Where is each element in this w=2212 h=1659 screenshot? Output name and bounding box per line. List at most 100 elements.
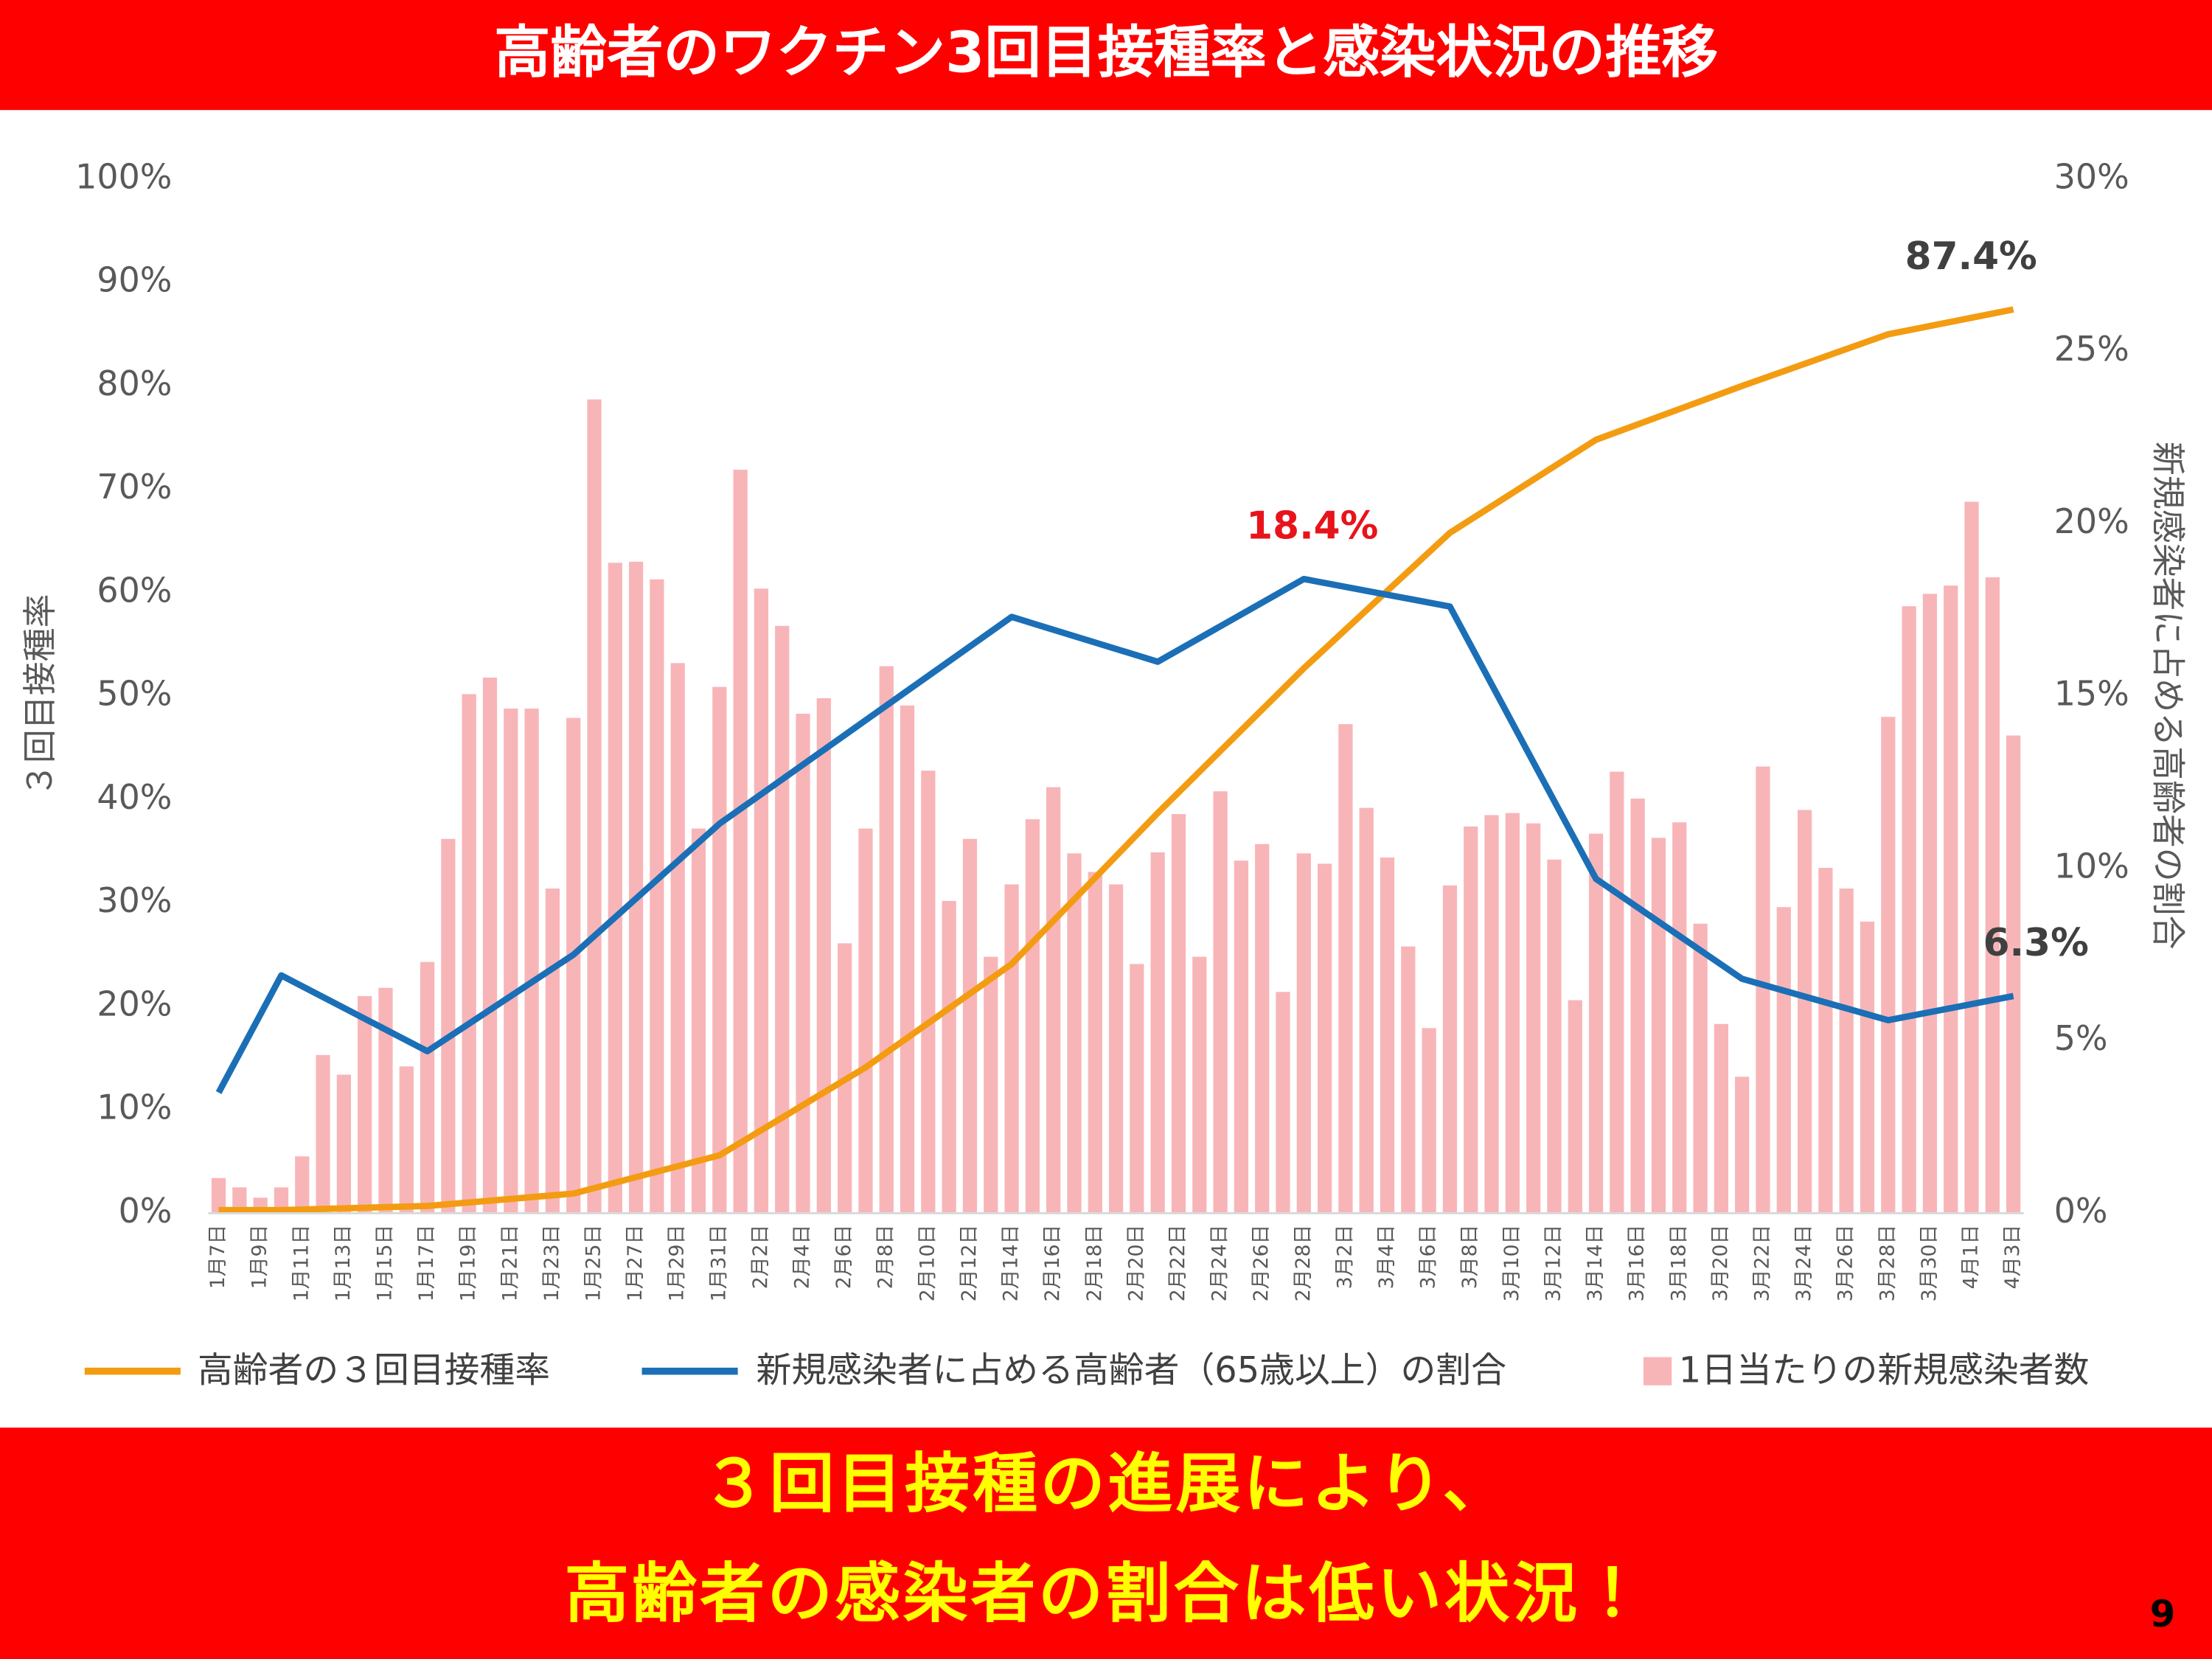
y-tick-label: 30% — [97, 880, 172, 920]
bar — [1756, 766, 1770, 1214]
bar — [733, 470, 748, 1214]
y2-tick-label: 10% — [2054, 846, 2129, 886]
bar — [504, 709, 518, 1214]
y2-tick-label: 25% — [2054, 329, 2129, 369]
bar — [1505, 813, 1520, 1214]
data-label: 87.4% — [1905, 234, 2037, 279]
bar — [1964, 501, 1979, 1214]
bar — [1568, 1000, 1582, 1214]
y-tick-label: 0% — [119, 1191, 173, 1231]
x-tick-label: 2月24日 — [1208, 1225, 1231, 1302]
bar — [1442, 885, 1458, 1214]
x-tick-label: 3月20日 — [1709, 1225, 1732, 1302]
bar — [1985, 577, 2000, 1214]
legend-label: 高齢者の３回目接種率 — [198, 1351, 550, 1391]
x-tick-label: 1月9日 — [248, 1225, 271, 1290]
bar — [1944, 585, 1958, 1214]
x-tick-label: 2月16日 — [1041, 1225, 1064, 1302]
legend: 高齢者の３回目接種率 新規感染者に占める高齢者（65歳以上）の割合 1日当たりの… — [84, 1351, 2089, 1391]
data-label: 6.3% — [1983, 921, 2089, 965]
x-tick-label: 3月12日 — [1542, 1225, 1565, 1302]
bar — [1130, 964, 1144, 1214]
x-tick-label: 2月4日 — [791, 1225, 814, 1290]
bar — [1234, 860, 1249, 1214]
x-tick-label: 2月10日 — [916, 1225, 939, 1302]
bar — [1526, 823, 1541, 1214]
bar — [1171, 814, 1186, 1214]
message-line: 高齢者の感染者の割合は低い状況！ — [564, 1556, 1647, 1632]
bar — [1610, 771, 1624, 1214]
x-tick-label: 2月8日 — [874, 1225, 897, 1290]
x-tick-label: 3月16日 — [1626, 1225, 1649, 1302]
message-band — [0, 1427, 2212, 1659]
y2-tick-label: 15% — [2054, 674, 2129, 714]
bar — [1213, 791, 1228, 1214]
bar — [295, 1156, 310, 1214]
bar — [441, 838, 456, 1214]
bar — [1630, 799, 1645, 1214]
bar — [1150, 852, 1165, 1214]
x-tick-label: 3月8日 — [1458, 1225, 1481, 1290]
bar — [1192, 956, 1207, 1214]
x-tick-label: 1月15日 — [373, 1225, 396, 1302]
x-tick-label: 1月31日 — [707, 1225, 730, 1302]
x-tick-label: 3月10日 — [1500, 1225, 1523, 1302]
bar — [1922, 594, 1938, 1214]
bar — [1422, 1028, 1436, 1214]
x-tick-label: 2月28日 — [1292, 1225, 1315, 1302]
bar — [1004, 884, 1019, 1214]
x-tick-label: 3月2日 — [1333, 1225, 1356, 1290]
bar — [650, 579, 664, 1214]
bar — [1797, 810, 1812, 1214]
x-tick-label: 3月26日 — [1834, 1225, 1857, 1302]
bar — [545, 888, 560, 1214]
x-tick-label: 1月11日 — [290, 1225, 313, 1302]
x-tick-label: 2月14日 — [1000, 1225, 1023, 1302]
x-tick-label: 4月3日 — [2001, 1225, 2024, 1290]
bar — [942, 900, 956, 1214]
data-label: 18.4% — [1246, 504, 1378, 548]
bar — [399, 1066, 414, 1214]
bar — [1359, 807, 1374, 1214]
bar — [1881, 717, 1896, 1214]
x-tick-label: 1月7日 — [206, 1225, 229, 1290]
bar — [796, 714, 810, 1214]
bar — [1464, 826, 1478, 1214]
bar — [1651, 838, 1666, 1214]
bar — [1276, 992, 1290, 1214]
y-axis-title: ３回目接種率 — [20, 594, 60, 797]
bar — [1317, 863, 1332, 1214]
bar — [336, 1074, 351, 1214]
y2-tick-label: 5% — [2054, 1018, 2108, 1058]
y-tick-label: 90% — [97, 260, 172, 300]
bar — [691, 828, 706, 1214]
x-tick-label: 3月14日 — [1584, 1225, 1607, 1302]
bar — [1067, 853, 1082, 1214]
bar — [232, 1187, 247, 1214]
y-tick-label: 100% — [75, 156, 172, 196]
bar — [1296, 853, 1311, 1214]
bar — [211, 1178, 226, 1214]
bar — [1108, 884, 1124, 1214]
x-tick-label: 3月24日 — [1792, 1225, 1815, 1302]
bar — [358, 995, 372, 1214]
x-tick-label: 3月4日 — [1375, 1225, 1398, 1290]
bar — [816, 698, 831, 1214]
message-line: ３回目接種の進展により、 — [702, 1445, 1511, 1521]
slide-title: 高齢者のワクチン3回目接種率と感染状況の推移 — [494, 21, 1718, 86]
y-tick-label: 70% — [97, 467, 172, 507]
bar — [962, 838, 978, 1214]
y-tick-label: 40% — [97, 777, 172, 817]
bar — [921, 771, 936, 1214]
x-tick-label: 4月1日 — [1960, 1225, 1983, 1290]
x-tick-label: 2月22日 — [1166, 1225, 1189, 1302]
y2-tick-label: 0% — [2054, 1191, 2108, 1231]
y-tick-label: 50% — [97, 674, 172, 714]
bar — [754, 588, 769, 1214]
x-tick-label: 2月26日 — [1250, 1225, 1273, 1302]
bar — [1902, 606, 1916, 1214]
y-tick-label: 10% — [97, 1088, 172, 1127]
bar — [1088, 872, 1102, 1214]
bar — [1735, 1077, 1750, 1214]
